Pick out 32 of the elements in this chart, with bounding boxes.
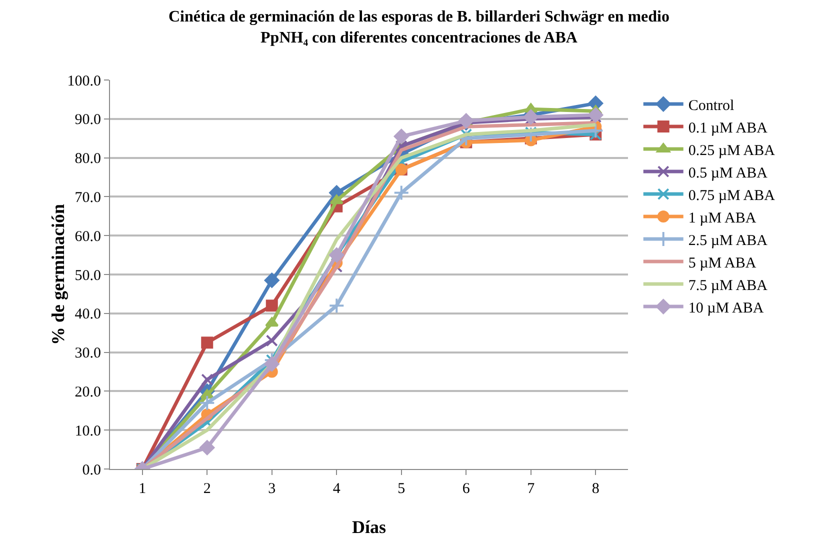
chart-title: Cinética de germinación de las esporas de B. billarderi Schwägr en medio PpNH₄ con diferentes concentraciones de ABA — [168, 8, 670, 46]
x-tick-label: 2 — [203, 481, 211, 497]
y-tick-label: 30.0 — [74, 346, 101, 362]
y-tick-label: 40.0 — [74, 306, 101, 323]
y-tick-label: 70.0 — [74, 190, 101, 206]
legend-label: 0.25 µM ABA — [688, 142, 776, 159]
y-tick-label: 60.0 — [74, 228, 101, 245]
legend-label: 5 µM ABA — [688, 255, 756, 272]
legend-label: 0.75 µM ABA — [688, 188, 776, 204]
x-tick-label: 1 — [138, 481, 146, 497]
x-tick-label: 7 — [527, 481, 536, 497]
legend-label: 1 µM ABA — [688, 210, 756, 226]
legend-label: 0.5 µM ABA — [688, 165, 768, 182]
y-tick-label: 20.0 — [74, 384, 101, 400]
y-tick-label: 50.0 — [74, 268, 101, 284]
y-tick-label: 0.0 — [82, 462, 101, 478]
y-axis-title: % de germinación — [48, 204, 68, 345]
x-tick-label: 5 — [398, 481, 406, 497]
y-tick-label: 10.0 — [74, 423, 101, 440]
y-tick-label: 80.0 — [74, 151, 101, 168]
legend-label: 7.5 µM ABA — [688, 278, 768, 294]
legend-label: 0.1 µM ABA — [688, 120, 768, 136]
x-axis-title: Días — [352, 517, 386, 537]
x-tick-label: 4 — [332, 481, 341, 497]
legend-label: 10 µM ABA — [688, 300, 764, 316]
x-tick-label: 3 — [268, 481, 276, 497]
x-tick-label: 8 — [592, 481, 600, 497]
legend-label: 2.5 µM ABA — [688, 232, 768, 249]
x-tick-label: 6 — [462, 481, 470, 497]
y-tick-label: 90.0 — [74, 112, 101, 128]
y-tick-label: 100.0 — [67, 73, 101, 90]
legend-label: Control — [688, 98, 734, 114]
